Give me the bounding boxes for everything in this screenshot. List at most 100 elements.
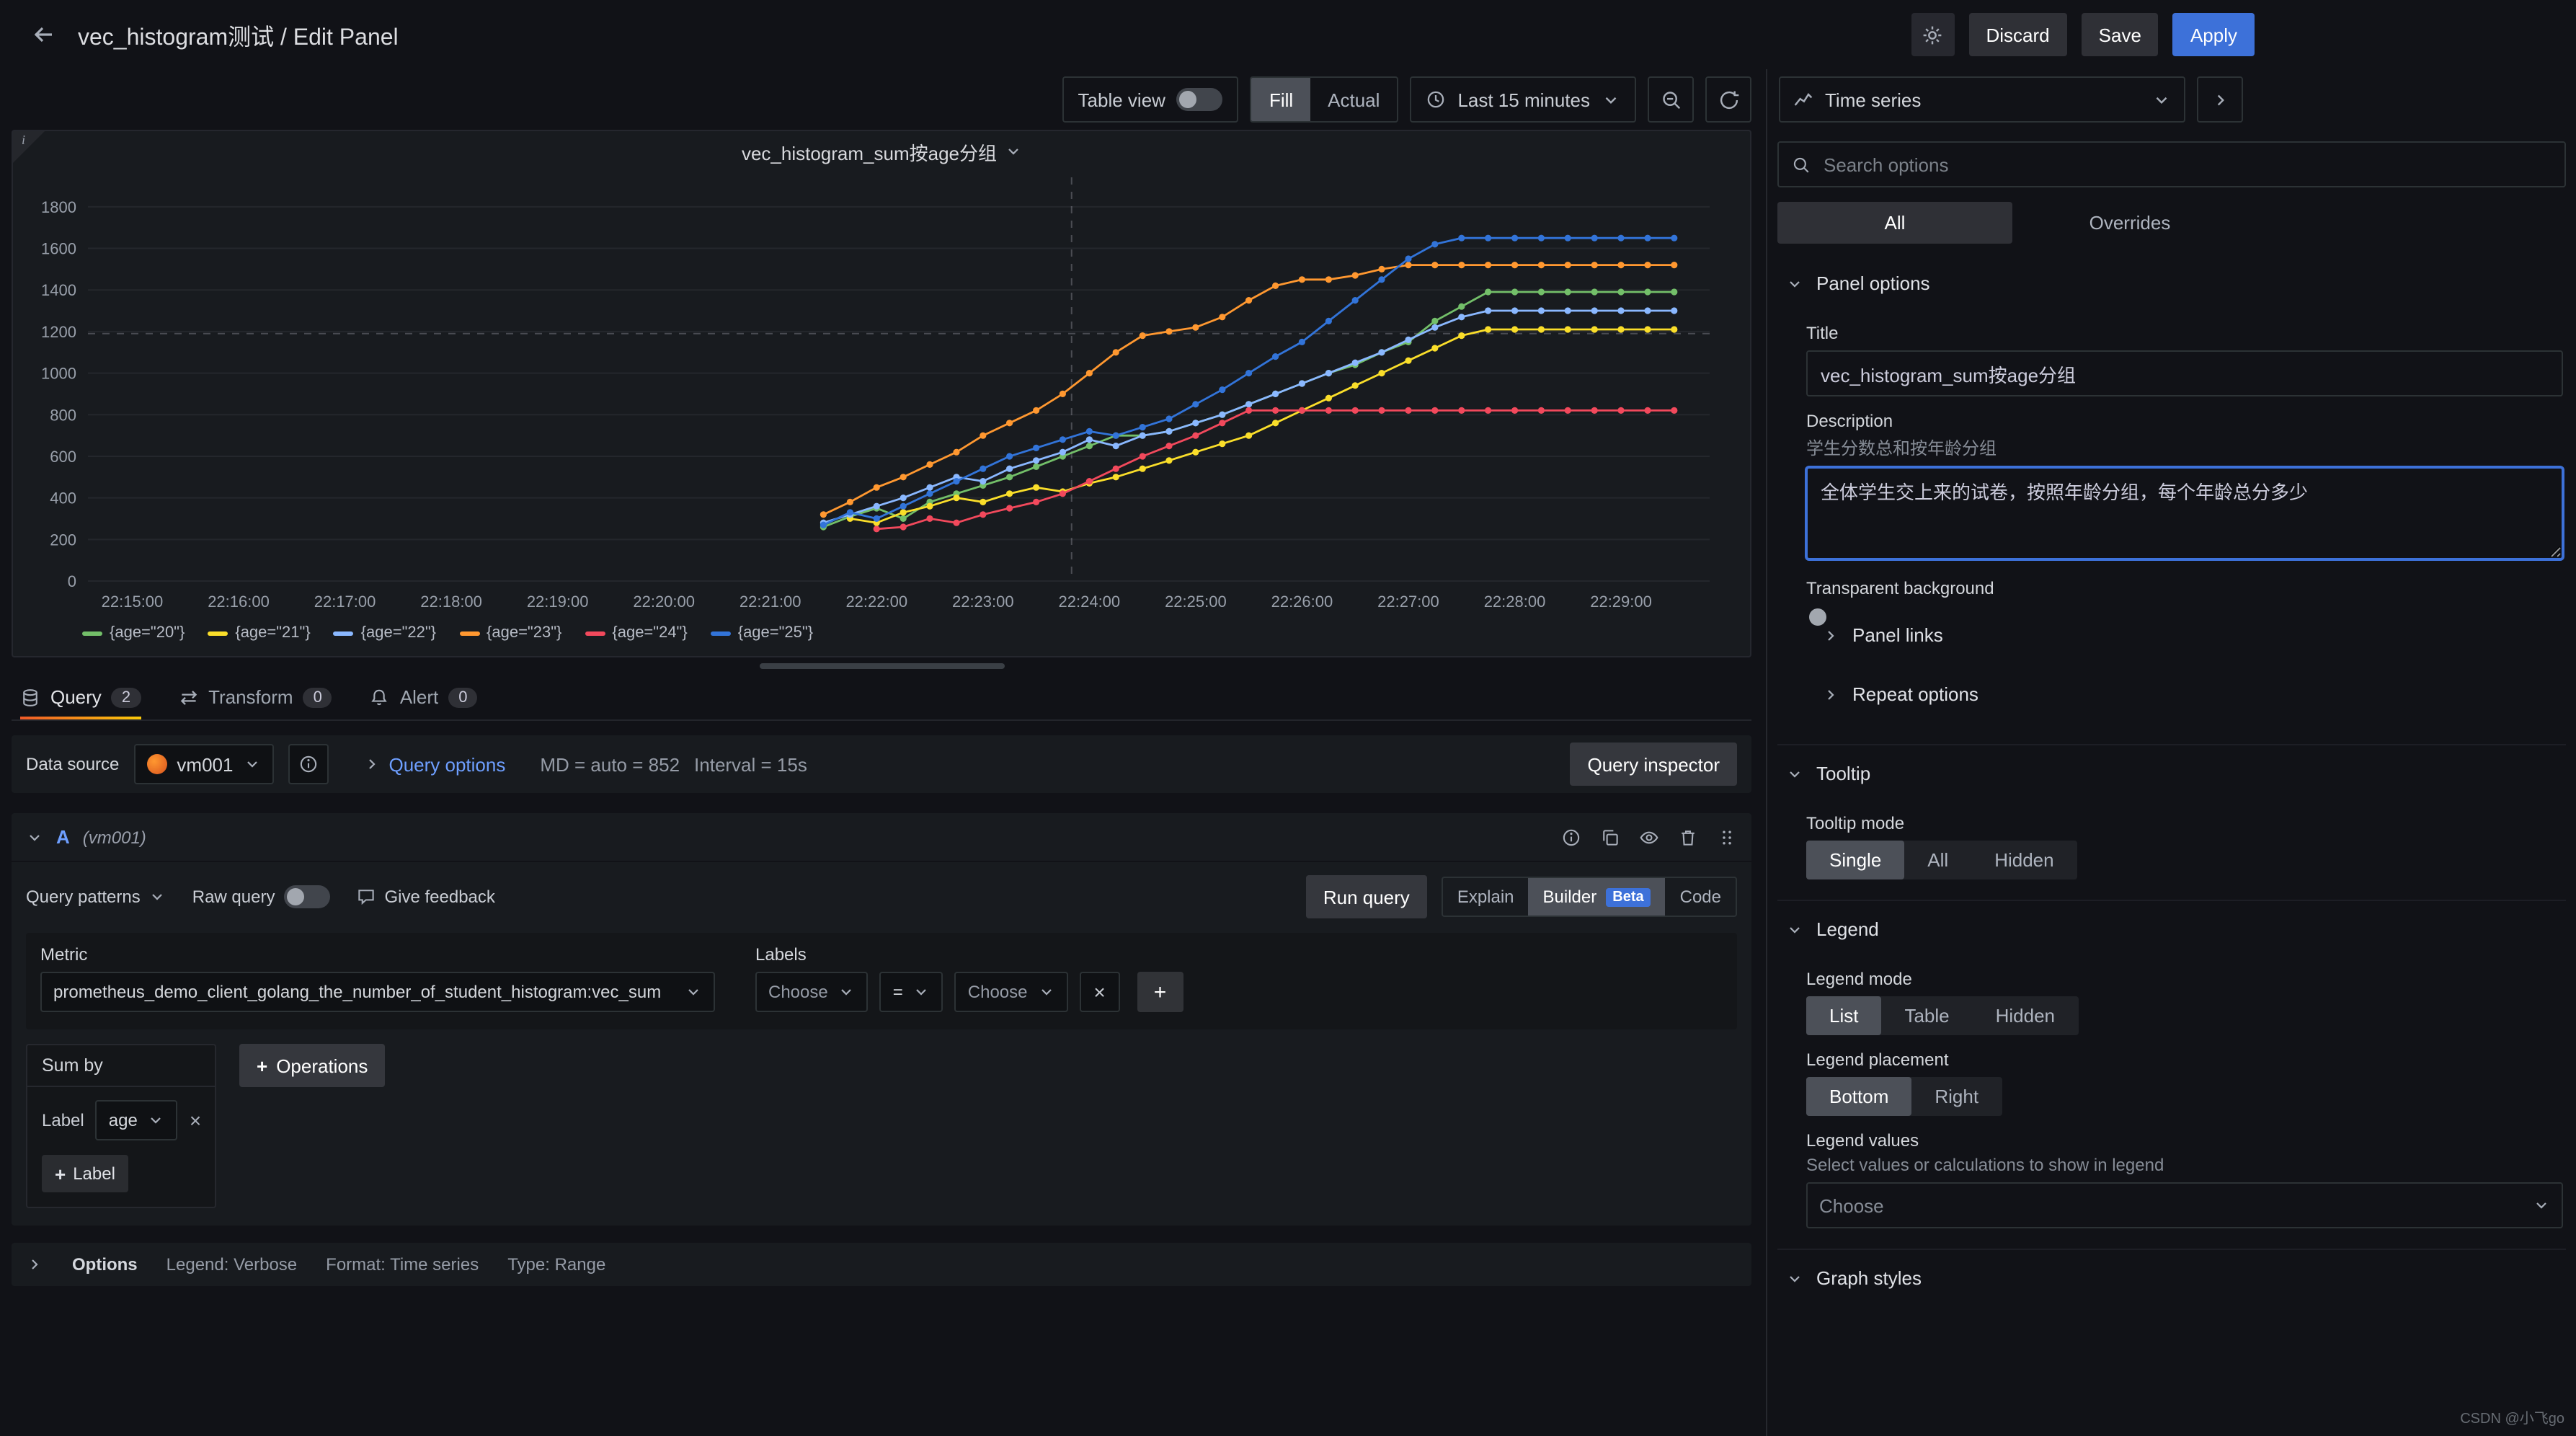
watermark: CSDN @小飞go <box>2460 1411 2564 1427</box>
arrow-left-icon <box>32 23 55 46</box>
labels-label: Labels <box>755 944 807 965</box>
legend-mode-list[interactable]: List <box>1806 996 1882 1035</box>
search-options-box <box>1777 141 2566 187</box>
query-inspector-button[interactable]: Query inspector <box>1570 743 1737 786</box>
transform-icon <box>178 687 198 707</box>
duplicate-query-icon[interactable] <box>1600 827 1620 847</box>
legend-header[interactable]: Legend <box>1779 904 2564 954</box>
legend-title: Legend <box>1816 918 1879 940</box>
legend-mode-hidden[interactable]: Hidden <box>1995 1005 2056 1027</box>
query-help-icon[interactable] <box>1561 827 1581 847</box>
legend-placement-bottom[interactable]: Bottom <box>1806 1077 1912 1116</box>
label-operator-select[interactable]: = <box>879 972 943 1012</box>
legend-placement-label: Legend placement <box>1806 1050 1949 1070</box>
graph-styles-title: Graph styles <box>1816 1267 1922 1289</box>
resize-handle[interactable] <box>759 663 1004 669</box>
collapse-options-button[interactable] <box>2197 76 2243 123</box>
builder-option[interactable]: Builder Beta <box>1528 878 1666 916</box>
tab-transform[interactable]: Transform 0 <box>178 675 332 719</box>
panel-options-header[interactable]: Panel options <box>1779 258 2564 309</box>
tab-all[interactable]: All <box>1777 202 2012 244</box>
query-a-header[interactable]: A (vm001) <box>12 813 1751 862</box>
zoom-out-button[interactable] <box>1648 76 1694 123</box>
remove-filter-button[interactable]: × <box>1079 972 1120 1012</box>
table-view-control: Table view <box>1062 76 1239 123</box>
legend-values-select[interactable]: Choose <box>1806 1182 2563 1228</box>
tooltip-mode-hidden[interactable]: Hidden <box>1994 849 2054 871</box>
label-name-select[interactable]: Choose <box>755 972 869 1012</box>
legend-item[interactable]: {age="24"} <box>585 624 688 642</box>
apply-button[interactable]: Apply <box>2172 13 2255 56</box>
legend-item[interactable]: {age="22"} <box>333 624 436 642</box>
remove-sum-by-label-button[interactable]: × <box>190 1109 201 1132</box>
refresh-button[interactable] <box>1705 76 1751 123</box>
legend-swatch <box>710 631 731 635</box>
legend-mode-group: List Table Hidden <box>1806 996 2079 1035</box>
drag-handle-icon[interactable] <box>1717 827 1737 847</box>
raw-query-toggle[interactable] <box>283 885 330 908</box>
metric-select[interactable]: prometheus_demo_client_golang_the_number… <box>40 972 715 1012</box>
query-options-toggle[interactable]: Query options <box>363 753 505 775</box>
discard-button[interactable]: Discard <box>1968 13 2067 56</box>
panel-links-section[interactable]: Panel links <box>1806 606 2563 665</box>
tab-query[interactable]: Query 2 <box>20 675 141 719</box>
legend-placement-right[interactable]: Right <box>1935 1086 1979 1107</box>
label-value-select[interactable]: Choose <box>954 972 1068 1012</box>
search-options-input[interactable] <box>1821 152 2551 177</box>
chevron-down-icon <box>1786 921 1803 938</box>
legend-label: {age="25"} <box>737 624 814 642</box>
code-option[interactable]: Code <box>1679 887 1721 907</box>
repeat-options-section[interactable]: Repeat options <box>1806 665 2563 724</box>
query-patterns-select[interactable]: Query patterns <box>26 887 166 907</box>
table-view-toggle[interactable] <box>1176 88 1223 111</box>
tab-overrides[interactable]: Overrides <box>2089 212 2171 234</box>
legend-label: {age="20"} <box>110 624 185 642</box>
time-range-picker[interactable]: Last 15 minutes <box>1410 76 1636 123</box>
legend-item[interactable]: {age="21"} <box>208 624 311 642</box>
legend-item[interactable]: {age="23"} <box>459 624 561 642</box>
panel-title-input[interactable] <box>1806 350 2563 396</box>
transparent-background-label: Transparent background <box>1806 578 1994 598</box>
back-button[interactable] <box>23 14 63 55</box>
panel-settings-button[interactable] <box>1911 13 1955 56</box>
legend-item[interactable]: {age="20"} <box>82 624 185 642</box>
tooltip-header[interactable]: Tooltip <box>1779 748 2564 799</box>
datasource-help-button[interactable] <box>288 744 329 784</box>
add-operations-button[interactable]: + Operations <box>239 1044 386 1087</box>
actual-option[interactable]: Actual <box>1328 89 1380 110</box>
delete-query-icon[interactable] <box>1678 827 1698 847</box>
legend-label: {age="24"} <box>612 624 688 642</box>
database-icon <box>20 687 40 707</box>
transform-count-badge: 0 <box>303 687 332 707</box>
sum-by-label-select[interactable]: age <box>95 1100 178 1140</box>
graph-styles-header[interactable]: Graph styles <box>1779 1253 2564 1303</box>
panel-info-corner[interactable] <box>13 131 45 163</box>
add-label-button[interactable]: + Label <box>42 1155 128 1192</box>
page-title: vec_histogram测试 / Edit Panel <box>78 26 399 50</box>
visualization-picker[interactable]: Time series <box>1779 76 2185 123</box>
tooltip-mode-single[interactable]: Single <box>1806 841 1905 879</box>
panel-description-input[interactable]: 全体学生交上来的试卷，按照年龄分组，每个年龄总分多少 <box>1806 467 2563 559</box>
tooltip-title: Tooltip <box>1816 763 1871 784</box>
operation-title[interactable]: Sum by <box>27 1045 215 1087</box>
query-options-footer[interactable]: Options Legend: Verbose Format: Time ser… <box>12 1243 1751 1286</box>
legend-item[interactable]: {age="25"} <box>710 624 814 642</box>
visualization-label: Time series <box>1825 89 1922 110</box>
tooltip-mode-all[interactable]: All <box>1927 849 1949 871</box>
save-button[interactable]: Save <box>2081 13 2159 56</box>
legend-mode-table[interactable]: Table <box>1904 1005 1950 1027</box>
give-feedback-link[interactable]: Give feedback <box>355 887 495 907</box>
top-bar: vec_histogram测试 / Edit Panel Discard Sav… <box>0 0 2576 69</box>
tab-alert[interactable]: Alert 0 <box>370 675 478 719</box>
panel-header[interactable]: vec_histogram_sum按age分组 <box>13 131 1750 172</box>
add-filter-button[interactable]: + <box>1137 972 1183 1012</box>
repeat-options-label: Repeat options <box>1852 683 1978 705</box>
toggle-visibility-icon[interactable] <box>1639 827 1659 847</box>
explain-option[interactable]: Explain <box>1457 887 1514 907</box>
datasource-select[interactable]: vm001 <box>133 744 274 784</box>
add-label-text: Label <box>73 1164 115 1184</box>
sum-by-label-value: age <box>108 1110 138 1130</box>
chevron-down-icon <box>1786 765 1803 782</box>
fill-option[interactable]: Fill <box>1251 78 1311 121</box>
run-query-button[interactable]: Run query <box>1305 875 1427 918</box>
